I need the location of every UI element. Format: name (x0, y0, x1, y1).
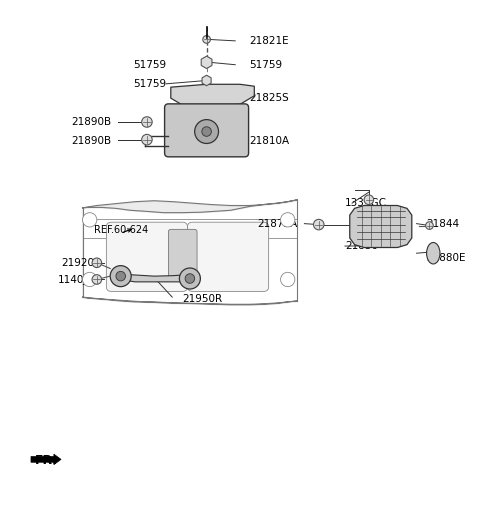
Text: 21825S: 21825S (250, 93, 289, 103)
Circle shape (281, 272, 295, 286)
Text: 21872A: 21872A (257, 219, 297, 229)
Circle shape (426, 222, 433, 230)
Circle shape (203, 36, 210, 43)
Text: 21821E: 21821E (250, 36, 289, 46)
FancyBboxPatch shape (168, 230, 197, 277)
Circle shape (364, 195, 373, 204)
Circle shape (195, 120, 218, 143)
Circle shape (142, 134, 152, 145)
Text: 21920: 21920 (61, 258, 95, 268)
Ellipse shape (427, 243, 440, 264)
Polygon shape (171, 84, 254, 107)
Text: 21890B: 21890B (71, 136, 111, 146)
Polygon shape (201, 56, 212, 69)
Circle shape (92, 258, 102, 267)
Circle shape (281, 213, 295, 227)
Polygon shape (202, 75, 211, 86)
Text: 21810A: 21810A (250, 136, 289, 146)
Circle shape (116, 271, 125, 281)
Text: 21890B: 21890B (71, 117, 111, 127)
FancyBboxPatch shape (165, 104, 249, 157)
Text: REF.60-624: REF.60-624 (95, 225, 149, 235)
Circle shape (202, 127, 211, 136)
Polygon shape (118, 271, 190, 282)
FancyBboxPatch shape (188, 222, 269, 292)
FancyBboxPatch shape (107, 222, 188, 292)
Text: 51759: 51759 (133, 60, 166, 70)
Circle shape (180, 268, 200, 289)
Circle shape (142, 117, 152, 127)
Text: 21880E: 21880E (426, 253, 466, 263)
Text: FR.: FR. (35, 454, 58, 467)
Circle shape (185, 274, 195, 283)
Polygon shape (350, 205, 412, 248)
Circle shape (110, 266, 131, 286)
Text: 51759: 51759 (133, 79, 166, 89)
Circle shape (313, 219, 324, 230)
Text: 1339GC: 1339GC (345, 198, 387, 208)
Text: 1140JA: 1140JA (58, 276, 95, 285)
Polygon shape (31, 454, 61, 464)
Circle shape (83, 213, 97, 227)
Text: 21830: 21830 (345, 241, 378, 251)
Text: 51759: 51759 (250, 60, 283, 70)
Circle shape (83, 272, 97, 286)
Circle shape (92, 275, 102, 284)
Text: 21950R: 21950R (183, 294, 223, 303)
Text: 21844: 21844 (426, 219, 459, 229)
